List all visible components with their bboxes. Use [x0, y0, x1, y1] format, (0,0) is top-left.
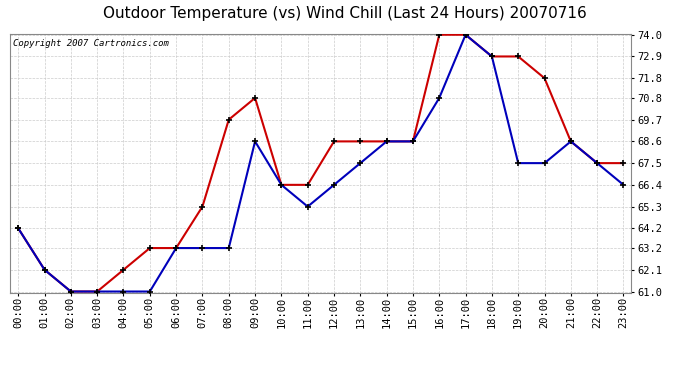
Text: Outdoor Temperature (vs) Wind Chill (Last 24 Hours) 20070716: Outdoor Temperature (vs) Wind Chill (Las…	[103, 6, 587, 21]
Text: Copyright 2007 Cartronics.com: Copyright 2007 Cartronics.com	[14, 39, 169, 48]
